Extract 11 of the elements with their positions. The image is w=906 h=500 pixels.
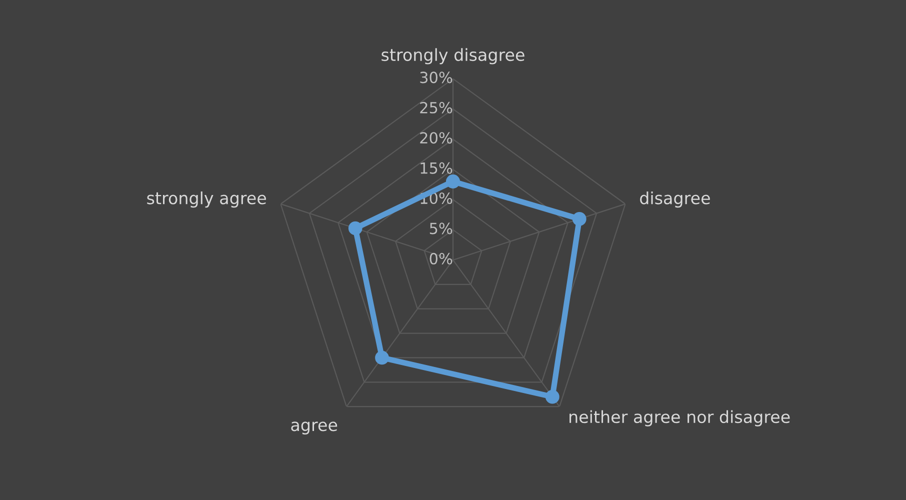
y-tick-label: 20%	[420, 132, 452, 144]
y-tick-label: 0%	[430, 252, 452, 264]
spoke-label: strongly disagree	[382, 48, 524, 64]
y-tick-label: 15%	[420, 162, 452, 174]
spoke-label: neither agree nor disagree	[570, 410, 790, 426]
y-tick-label: 5%	[430, 222, 452, 234]
y-tick-label: 25%	[420, 102, 452, 114]
y-tick-label: 30%	[420, 72, 452, 84]
spoke-label: disagree	[640, 191, 710, 208]
spoke-label: agree	[291, 422, 338, 434]
spoke-label: strongly agree	[147, 191, 266, 208]
